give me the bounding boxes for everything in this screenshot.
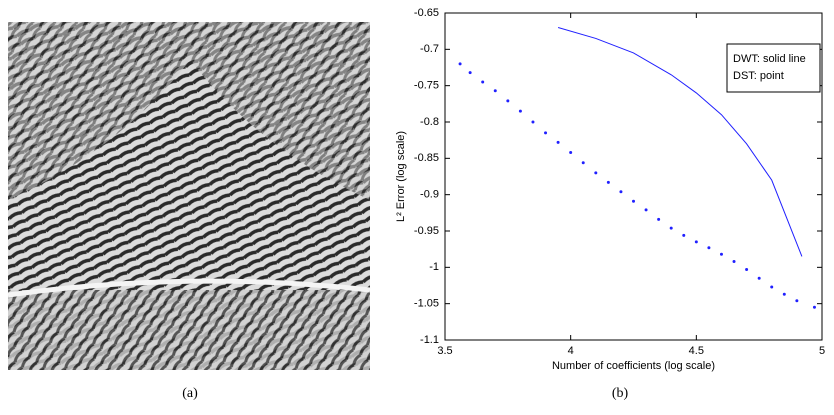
data-point: [569, 151, 573, 155]
data-point: [795, 299, 799, 303]
y-tick-label: -0.9: [420, 189, 439, 201]
x-tick-label: 4.5: [689, 345, 704, 357]
data-point: [669, 226, 673, 230]
y-tick-label: -0.85: [414, 152, 439, 164]
data-point: [531, 120, 535, 124]
data-point: [745, 268, 749, 272]
data-point: [682, 233, 686, 237]
data-point: [581, 161, 585, 165]
legend-box: [726, 43, 821, 93]
data-point: [544, 131, 548, 135]
y-tick-label: -0.95: [414, 225, 439, 237]
data-point: [694, 240, 698, 244]
data-point: [782, 292, 786, 296]
data-point: [732, 260, 736, 264]
y-tick-label: -0.7: [420, 43, 439, 55]
y-tick-label: -0.8: [420, 116, 439, 128]
data-point: [644, 208, 648, 212]
fingerprint-image: [7, 22, 371, 370]
y-tick-label: -1.05: [414, 298, 439, 310]
data-point: [506, 99, 510, 103]
data-point: [481, 80, 485, 84]
data-point: [458, 62, 462, 66]
y-tick-label: -0.75: [414, 80, 439, 92]
data-point: [657, 217, 661, 221]
caption: (a): [182, 386, 198, 401]
legend-label: DST: point: [733, 70, 784, 82]
data-line: [557, 27, 803, 257]
x-tick-label: 5: [819, 345, 825, 357]
data-point: [518, 109, 522, 113]
y-tick-label: -1: [429, 261, 439, 273]
data-point: [812, 305, 816, 309]
data-point: [757, 276, 761, 280]
x-tick-label: 4: [568, 345, 574, 357]
data-point: [619, 190, 623, 194]
data-point: [606, 180, 610, 184]
data-point: [632, 199, 635, 203]
plot-frame: [444, 12, 823, 341]
data-point: [594, 171, 598, 175]
caption: (b): [612, 386, 629, 401]
legend-label: DWT: solid line: [733, 53, 806, 65]
data-point: [556, 140, 560, 144]
y-tick-label: -0.65: [414, 7, 439, 19]
x-axis-label: Number of coefficients (log scale): [552, 360, 715, 372]
data-point: [719, 252, 723, 256]
x-tick-label: 3.5: [437, 345, 452, 357]
data-point: [493, 89, 497, 93]
data-point: [707, 246, 711, 250]
data-point: [468, 71, 472, 75]
y-axis-label: L² Error (log scale): [395, 131, 407, 222]
y-tick-label: -1.1: [420, 334, 439, 346]
data-point: [770, 285, 774, 289]
